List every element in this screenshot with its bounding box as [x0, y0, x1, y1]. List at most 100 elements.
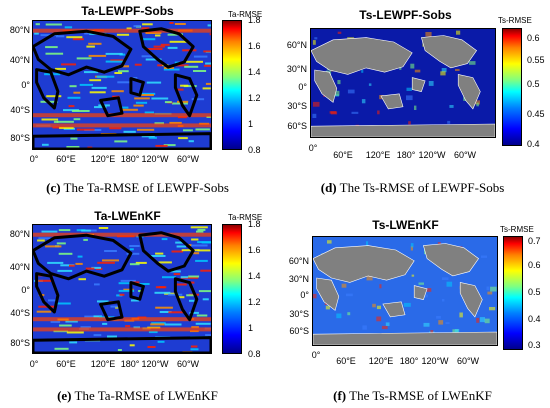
- colorbar: [222, 20, 242, 150]
- x-tick-label: 0°: [29, 154, 39, 164]
- continent-shape: [99, 300, 124, 322]
- x-tick-label: 180°: [399, 356, 419, 366]
- colorbar-tick: 1: [248, 323, 254, 333]
- colorbar-tick: 0.8: [248, 145, 261, 155]
- x-tick-label: 60°W: [453, 150, 477, 160]
- colorbar-tick: 1.6: [248, 41, 261, 51]
- panel-title: Ts-LEWPF-Sobs: [359, 8, 452, 22]
- continent-shape: [99, 96, 124, 118]
- continent-shape: [459, 282, 483, 318]
- map-plot: [310, 28, 496, 138]
- caption-letter: (c): [46, 180, 61, 195]
- y-tick-label: 60°N: [286, 40, 307, 50]
- x-tick-label: 60°E: [336, 356, 356, 366]
- x-tick-label: 60°W: [176, 359, 200, 369]
- x-tick-label: 120°E: [365, 150, 391, 160]
- continent-shape: [138, 231, 195, 273]
- continent-shape: [411, 77, 426, 92]
- x-tick-label: 180°: [396, 150, 416, 160]
- caption-text: The Ts-RMSE of LEWPF-Sobs: [336, 180, 505, 195]
- y-tick-label: 40°N: [9, 262, 30, 272]
- continent-shape: [35, 68, 60, 110]
- colorbar-title: Ts-RMSE: [500, 225, 534, 234]
- map-plot: [32, 224, 212, 354]
- y-tick-label: 0°: [21, 285, 30, 295]
- y-tick-label: 30°N: [288, 274, 309, 284]
- colorbar-tick: 0.45: [527, 109, 545, 119]
- colorbar-tick: 1.8: [248, 15, 261, 25]
- colorbar-tick: 1.4: [248, 271, 261, 281]
- continent-shape: [423, 243, 480, 277]
- continent-shape: [129, 281, 145, 301]
- y-tick-label: 40°S: [10, 308, 30, 318]
- x-tick-label: 180°: [120, 154, 140, 164]
- colorbar-tick: 1.2: [248, 297, 261, 307]
- y-tick-label: 80°N: [9, 25, 30, 35]
- colorbar: [502, 28, 522, 146]
- figure-caption: (f) The Ts-RMSE of LWEnKF: [275, 388, 550, 404]
- continent-shape: [382, 301, 406, 318]
- continent-shape: [35, 272, 60, 314]
- y-tick-label: 40°N: [9, 55, 30, 65]
- continent-shape: [413, 285, 428, 300]
- continent-shape: [380, 93, 404, 110]
- continent-shape: [138, 27, 195, 69]
- x-tick-label: 60°W: [456, 356, 480, 366]
- x-tick-label: 120°E: [90, 359, 116, 369]
- colorbar-tick: 1.4: [248, 67, 261, 77]
- colorbar-tick: 0.4: [527, 139, 540, 149]
- y-tick-label: 0°: [298, 82, 307, 92]
- continent-shape: [33, 29, 133, 77]
- caption-text: The Ta-RMSE of LWEnKF: [71, 388, 218, 403]
- panel-title: Ta-LEWPF-Sobs: [81, 4, 174, 18]
- x-tick-label: 120°W: [418, 150, 446, 160]
- colorbar-tick: 1.8: [248, 219, 261, 229]
- continent-shape: [173, 277, 199, 322]
- continent-shape: [314, 69, 338, 103]
- x-tick-label: 0°: [311, 350, 321, 360]
- continent-shape: [33, 233, 133, 281]
- x-tick-label: 60°E: [56, 154, 76, 164]
- colorbar: [222, 224, 242, 354]
- x-tick-label: 120°W: [141, 154, 169, 164]
- x-tick-label: 120°W: [141, 359, 169, 369]
- continent-shape: [457, 74, 481, 110]
- colorbar-tick: 0.55: [527, 55, 545, 65]
- y-tick-label: 60°S: [287, 121, 307, 131]
- colorbar-tick: 0.6: [527, 33, 540, 43]
- y-tick-label: 0°: [300, 290, 309, 300]
- colorbar: [503, 236, 523, 350]
- continent-shape: [311, 123, 495, 137]
- colorbar-tick: 0.3: [528, 340, 541, 350]
- y-tick-label: 60°S: [289, 326, 309, 336]
- colorbar-tick: 0.4: [528, 314, 541, 324]
- continent-shape: [316, 277, 340, 311]
- colorbar-tick: 1: [248, 119, 254, 129]
- continent-shape: [173, 73, 199, 118]
- x-tick-label: 180°: [120, 359, 140, 369]
- y-tick-label: 80°N: [9, 229, 30, 239]
- colorbar-title: Ta-RMSE: [228, 213, 263, 222]
- x-tick-label: 120°W: [421, 356, 449, 366]
- continent-shape: [311, 37, 413, 75]
- colorbar-tick: 0.7: [528, 236, 541, 246]
- y-tick-label: 60°N: [288, 256, 309, 266]
- figure-caption: (e) The Ta-RMSE of LWEnKF: [0, 388, 275, 404]
- colorbar-tick: 1.6: [248, 245, 261, 255]
- continent-shape: [129, 77, 145, 97]
- x-tick-label: 60°E: [333, 150, 353, 160]
- x-tick-label: 60°W: [176, 154, 200, 164]
- y-tick-label: 30°S: [287, 101, 307, 111]
- colorbar-title: Ts-RMSE: [498, 16, 532, 25]
- continent-shape: [421, 35, 478, 69]
- y-tick-label: 30°N: [286, 64, 307, 74]
- colorbar-tick: 1.2: [248, 93, 261, 103]
- y-tick-label: 30°S: [289, 309, 309, 319]
- caption-text: The Ts-RMSE of LWEnKF: [346, 388, 492, 403]
- y-tick-label: 40°S: [10, 105, 30, 115]
- x-tick-label: 120°E: [90, 154, 116, 164]
- map-plot: [32, 20, 212, 150]
- map-plot: [312, 236, 498, 346]
- caption-letter: (f): [333, 388, 347, 403]
- x-tick-label: 60°E: [56, 359, 76, 369]
